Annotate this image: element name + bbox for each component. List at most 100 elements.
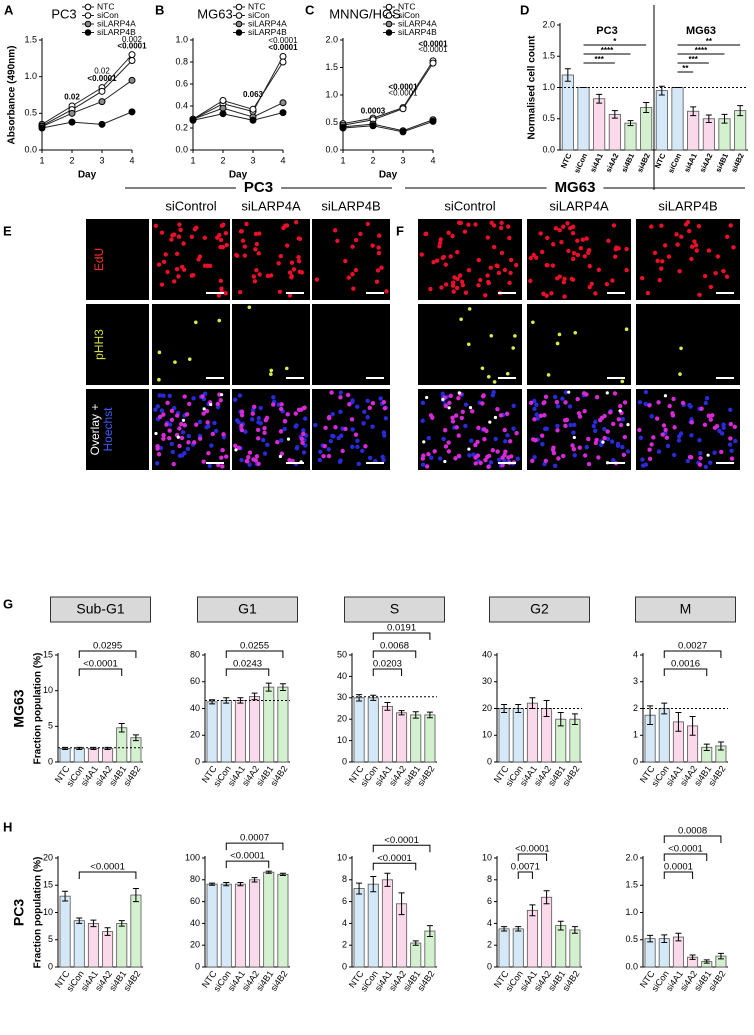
cell-nucleus — [219, 223, 225, 229]
cell-nucleus — [202, 391, 208, 396]
x-tick-label: 2 — [370, 155, 375, 165]
micrograph — [636, 304, 740, 385]
data-point — [98, 87, 106, 95]
micrograph — [312, 304, 390, 385]
error-bar — [237, 697, 244, 704]
cell-nucleus — [362, 409, 367, 415]
cell-nucleus — [514, 431, 519, 436]
cell-nucleus — [378, 396, 383, 401]
cell-nucleus — [620, 416, 626, 422]
cell-nucleus — [470, 409, 475, 414]
cell-nucleus — [237, 290, 243, 295]
cell-nucleus — [499, 220, 504, 226]
data-point — [219, 110, 227, 118]
cell-nucleus — [511, 426, 516, 431]
cell-nucleus — [301, 431, 306, 437]
bar — [396, 712, 408, 763]
cell-nucleus — [586, 248, 592, 253]
cell-nucleus — [534, 412, 539, 417]
row-label: PC3 — [11, 899, 27, 926]
cell-nucleus — [249, 417, 255, 422]
error-bar — [279, 683, 286, 691]
y-tick-label: 0.0 — [542, 144, 555, 154]
error-bar — [223, 882, 230, 887]
cell-nucleus — [593, 291, 598, 296]
cell-nucleus — [338, 395, 343, 400]
cell-nucleus — [294, 219, 299, 225]
y-tick-label: 10 — [43, 907, 53, 917]
cell-nucleus — [169, 441, 174, 447]
bar — [263, 871, 275, 968]
cell-nucleus — [586, 461, 592, 467]
legend-label: siCon — [97, 10, 119, 20]
cell-nucleus — [374, 279, 380, 284]
error-bar — [717, 952, 724, 960]
cell-nucleus — [420, 400, 426, 405]
cell-nucleus — [296, 258, 302, 264]
cell-nucleus — [500, 455, 505, 460]
cell-nucleus — [256, 251, 261, 256]
data-point — [339, 124, 347, 132]
cell-nucleus — [186, 440, 191, 445]
cell-nucleus — [728, 436, 733, 441]
data-point — [399, 128, 407, 136]
cell-nucleus — [258, 405, 263, 411]
cell-nucleus — [161, 436, 166, 441]
y-axis-label: Fraction population (%) — [33, 857, 44, 969]
error-bar — [384, 872, 391, 887]
cell-nucleus — [587, 284, 592, 290]
error-bar — [265, 682, 272, 692]
cell-nucleus — [563, 423, 568, 429]
cell-nucleus — [550, 447, 556, 453]
cell-nucleus — [303, 443, 308, 448]
cell-nucleus — [543, 458, 549, 464]
title-box — [635, 596, 736, 623]
cell-nucleus — [656, 449, 662, 454]
bar — [593, 98, 606, 151]
cell-nucleus — [170, 233, 175, 238]
column-label: siLARP4A — [549, 198, 609, 213]
cell-nucleus — [672, 425, 677, 430]
error-bar — [571, 926, 578, 934]
cell-nucleus — [624, 327, 629, 332]
cell-nucleus — [350, 271, 355, 277]
cell-nucleus — [659, 223, 664, 228]
y-tick-label: 50 — [337, 649, 347, 659]
bar — [87, 923, 99, 968]
cell-nucleus — [542, 412, 547, 418]
y-tick-label: 15 — [43, 880, 53, 890]
cell-nucleus — [175, 413, 180, 418]
cell-nucleus — [554, 399, 560, 405]
cell-nucleus — [463, 423, 468, 429]
cell-nucleus — [555, 341, 560, 346]
cell-nucleus — [420, 456, 426, 461]
cell-nucleus — [622, 400, 628, 405]
bar — [640, 107, 653, 151]
cell-nucleus — [571, 430, 576, 435]
cell-nucleus — [639, 275, 645, 281]
micrograph — [418, 219, 522, 300]
annotation: 0.0003 — [361, 107, 386, 116]
bar — [624, 122, 637, 151]
cell-nucleus — [686, 228, 692, 234]
cell-nucleus — [296, 254, 301, 260]
bar — [608, 113, 621, 151]
micrograph — [232, 219, 310, 300]
cell-nucleus — [450, 419, 456, 424]
cell-nucleus — [622, 434, 628, 440]
cell-nucleus — [530, 458, 535, 464]
cell-nucleus — [349, 417, 355, 422]
cell-nucleus — [539, 433, 545, 438]
significance-label: <0.0001 — [668, 844, 703, 855]
cell-nucleus — [238, 229, 244, 234]
y-tick-label: 0 — [487, 756, 492, 766]
cell-nucleus — [534, 402, 539, 407]
title-box — [50, 596, 151, 623]
cell-nucleus — [545, 235, 550, 241]
cell-nucleus — [253, 231, 259, 237]
cell-nucleus — [443, 403, 449, 409]
cell-nucleus — [240, 238, 246, 243]
bar — [249, 879, 261, 968]
cell-nucleus — [703, 400, 709, 406]
